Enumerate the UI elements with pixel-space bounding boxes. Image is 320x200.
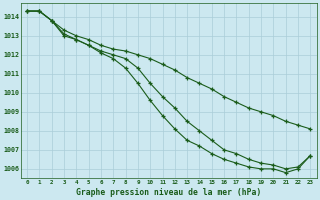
- X-axis label: Graphe pression niveau de la mer (hPa): Graphe pression niveau de la mer (hPa): [76, 188, 261, 197]
